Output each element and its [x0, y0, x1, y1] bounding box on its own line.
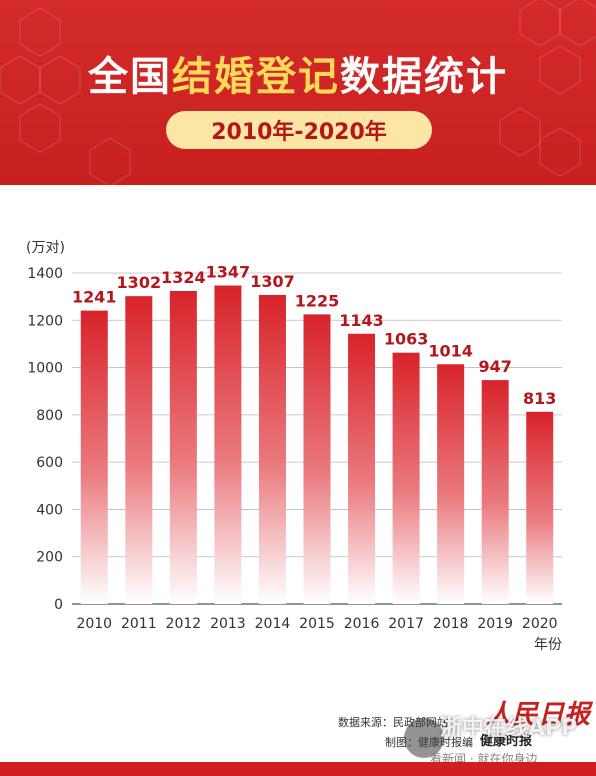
- bar-2010: [80, 310, 108, 604]
- y-tick-label: 1400: [27, 266, 63, 282]
- x-tick-label-2020: 2020: [522, 616, 558, 632]
- x-axis-label: 年份: [534, 637, 562, 653]
- bar-2017: [392, 352, 420, 604]
- x-tick-label-2017: 2017: [388, 616, 424, 632]
- y-tick-label: 0: [54, 597, 63, 613]
- footer: 数据来源：民政部网站 制图：健康时报编 人民日报 健康时报 浙中在线APP 看新…: [0, 700, 596, 776]
- x-tick-label-2019: 2019: [477, 616, 513, 632]
- y-tick-label: 600: [36, 455, 63, 471]
- y-tick-label: 1000: [27, 361, 63, 377]
- watermark-text: 浙中在线APP: [440, 716, 578, 741]
- period-badge: 2010年-2020年: [166, 111, 432, 149]
- data-label-2011: 1302: [117, 273, 162, 292]
- bar-2019: [481, 380, 509, 604]
- data-label-2016: 1143: [339, 311, 384, 330]
- page-title: 全国结婚登记数据统计: [88, 54, 508, 100]
- x-tick-label-2010: 2010: [76, 616, 112, 632]
- header-banner: 全国结婚登记数据统计 2010年-2020年: [0, 0, 596, 185]
- peoples-daily-logo: 人民日报: [486, 700, 591, 730]
- data-label-2019: 947: [478, 357, 511, 376]
- x-tick-label-2018: 2018: [433, 616, 469, 632]
- data-label-2013: 1347: [206, 263, 251, 282]
- bar-2018: [437, 364, 465, 604]
- y-axis-label: (万对): [26, 240, 65, 256]
- data-label-2015: 1225: [295, 291, 340, 310]
- hexagon-pattern-icon: [0, 0, 596, 185]
- bottom-bar: [0, 762, 596, 776]
- data-label-2012: 1324: [161, 268, 206, 287]
- data-label-2018: 1014: [428, 341, 473, 360]
- bar-2016: [348, 333, 376, 604]
- bar-2020: [526, 411, 554, 604]
- x-tick-label-2016: 2016: [344, 616, 380, 632]
- x-tick-label-2014: 2014: [255, 616, 291, 632]
- bar-2015: [303, 314, 331, 604]
- x-tick-label-2011: 2011: [121, 616, 157, 632]
- y-tick-label: 400: [36, 502, 63, 518]
- data-label-2014: 1307: [250, 272, 295, 291]
- x-tick-label-2013: 2013: [210, 616, 246, 632]
- title-accent: 结婚登记: [172, 54, 340, 100]
- x-tick-label-2012: 2012: [166, 616, 202, 632]
- bar-2011: [125, 296, 153, 604]
- data-label-2017: 1063: [384, 330, 429, 349]
- watermark-logo-icon: [404, 718, 444, 758]
- bar-2013: [214, 285, 242, 604]
- data-label-2010: 1241: [72, 288, 117, 307]
- bar-2012: [169, 290, 197, 604]
- y-tick-label: 1200: [27, 313, 63, 329]
- y-tick-label: 200: [36, 550, 63, 566]
- bar-2014: [258, 294, 286, 604]
- data-label-2020: 813: [523, 389, 556, 408]
- y-tick-label: 800: [36, 408, 63, 424]
- health-times-label: 健康时报: [480, 734, 533, 749]
- x-tick-label-2015: 2015: [299, 616, 335, 632]
- period-label: 2010年-2020年: [211, 120, 387, 145]
- bar-chart: 0 200 400 600 800 1000 1200 1400 1241 2010 1302 20…: [26, 240, 562, 653]
